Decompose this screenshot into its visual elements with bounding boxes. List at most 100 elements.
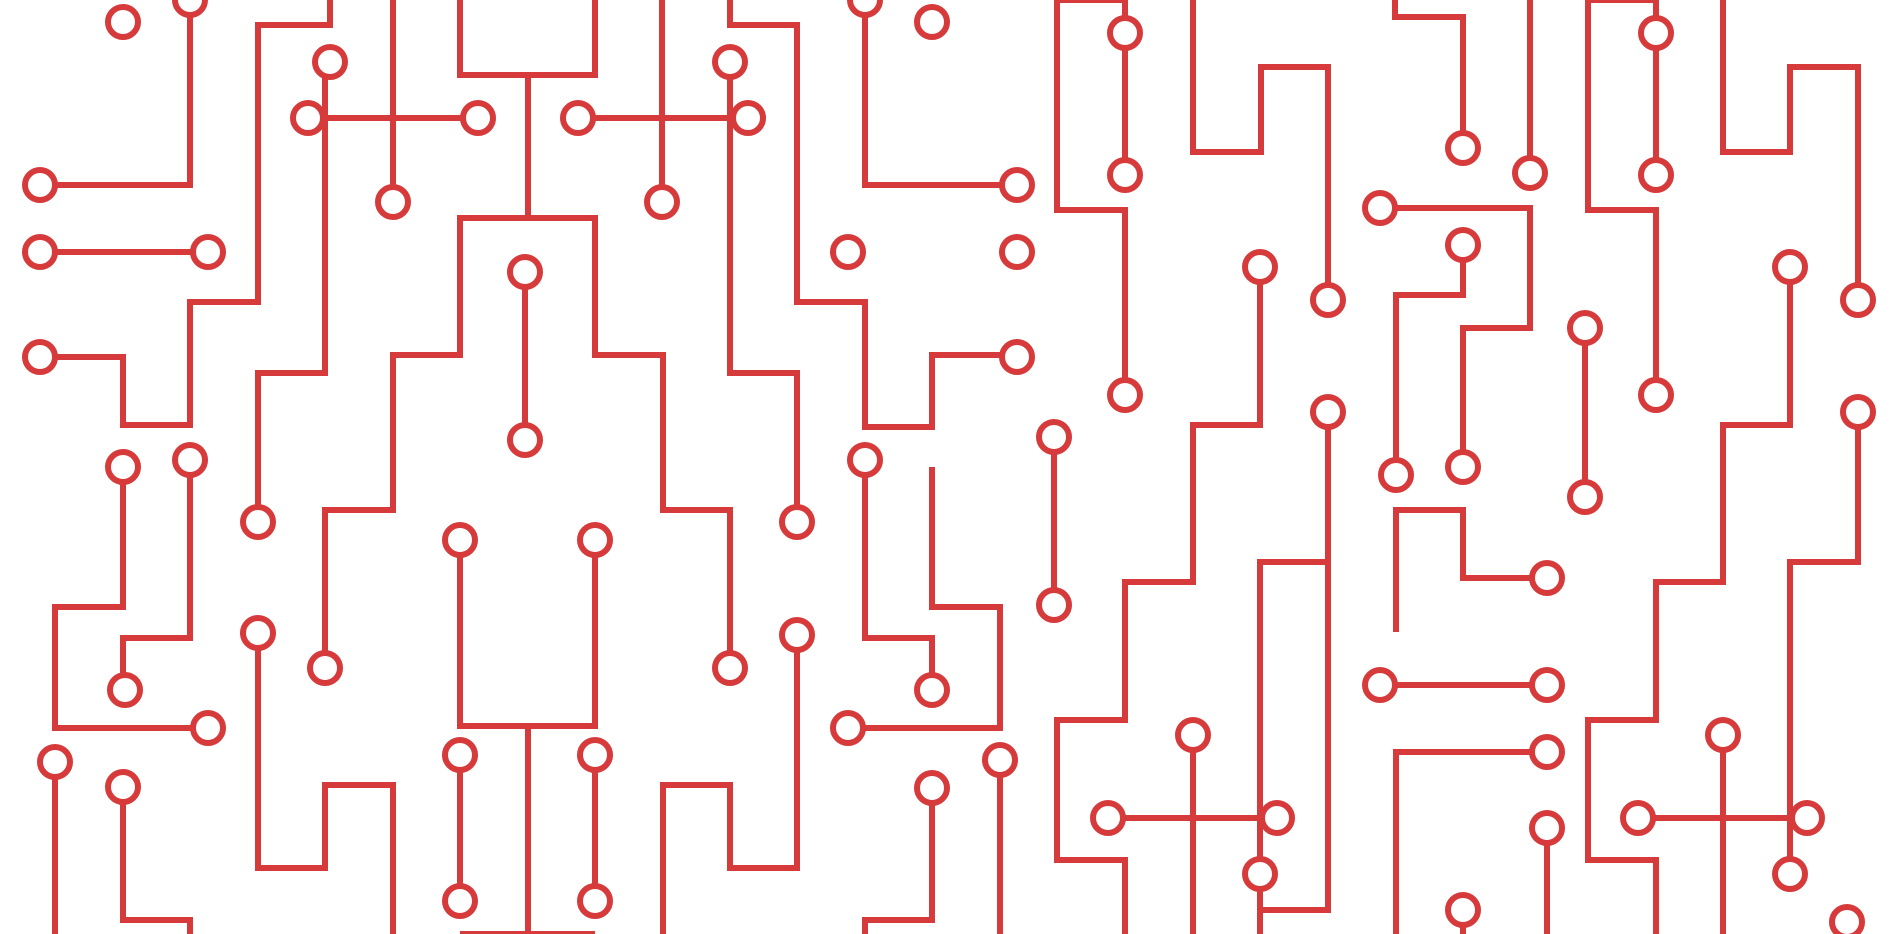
- circuit-pad: [290, 100, 326, 136]
- circuit-trace: [52, 467, 208, 731]
- circuit-pad: [1445, 130, 1481, 166]
- circuit-pad: [577, 737, 613, 773]
- circuit-pad: [847, 0, 883, 18]
- circuit-trace: [862, 460, 935, 690]
- circuit-pad: [22, 234, 58, 270]
- circuit-pad: [172, 442, 208, 478]
- circuit-trace: [1054, 267, 1263, 934]
- circuit-pad: [1567, 310, 1603, 346]
- circuit-pad: [1259, 800, 1295, 836]
- circuit-pad: [1445, 227, 1481, 263]
- circuit-pad: [1107, 15, 1143, 51]
- circuit-trace: [1720, 0, 1861, 300]
- circuit-trace: [862, 0, 1017, 188]
- circuit-trace: [1257, 562, 1331, 934]
- circuit-trace: [1393, 507, 1547, 632]
- circuit-pad: [712, 650, 748, 686]
- circuit-trace: [1393, 245, 1466, 475]
- circuit-pad: [312, 44, 348, 80]
- circuit-trace: [862, 788, 935, 934]
- circuit-pad: [1567, 479, 1603, 515]
- circuit-pad: [1036, 419, 1072, 455]
- circuit-pad: [999, 167, 1035, 203]
- circuit-pad: [307, 650, 343, 686]
- circuit-pad: [190, 710, 226, 746]
- circuit-trace: [1257, 412, 1331, 934]
- circuit-pad: [1310, 282, 1346, 318]
- circuit-pad: [1362, 190, 1398, 226]
- circuit-pad: [240, 615, 276, 651]
- circuit-trace: [40, 354, 190, 428]
- circuit-pad: [1107, 157, 1143, 193]
- circuit-pad: [999, 339, 1035, 375]
- circuit-pad: [442, 883, 478, 919]
- circuit-pad: [1090, 800, 1126, 836]
- circuit-trace: [322, 75, 531, 668]
- circuit-pad: [1529, 667, 1565, 703]
- circuit-pad: [1445, 449, 1481, 485]
- circuit-pad: [1529, 734, 1565, 770]
- circuit-pad: [37, 744, 73, 780]
- circuit-pad: [1242, 249, 1278, 285]
- circuit-pad: [507, 254, 543, 290]
- circuit-pad: [982, 742, 1018, 778]
- circuit-trace: [120, 460, 193, 690]
- circuit-pad: [1529, 560, 1565, 596]
- circuit-trace: [457, 540, 598, 729]
- circuit-pad: [190, 234, 226, 270]
- circuit-pad: [1638, 157, 1674, 193]
- circuit-pad: [1772, 856, 1808, 892]
- circuit-trace: [528, 215, 733, 668]
- circuit-pad: [1310, 394, 1346, 430]
- circuit-pad: [1705, 717, 1741, 753]
- circuit-pad: [1378, 457, 1414, 493]
- circuit-pad: [1840, 282, 1876, 318]
- circuit-pad: [172, 0, 208, 18]
- circuit-pad: [914, 672, 950, 708]
- circuit-pad: [22, 339, 58, 375]
- circuit-pad: [577, 522, 613, 558]
- circuit-trace: [1190, 0, 1331, 300]
- circuit-trace: [255, 633, 396, 934]
- circuit-trace: [457, 0, 598, 78]
- circuit-pad: [712, 44, 748, 80]
- circuit-pad: [375, 184, 411, 220]
- circuit-pad: [1840, 394, 1876, 430]
- circuit-trace: [727, 60, 800, 522]
- circuit-pad: [1445, 892, 1481, 928]
- circuit-pad: [1829, 904, 1865, 934]
- circuit-pad: [1638, 377, 1674, 413]
- circuit-trace: [1585, 267, 1793, 934]
- circuit-trace: [1585, 0, 1659, 395]
- circuit-trace: [1393, 749, 1547, 934]
- circuit-pad: [1638, 15, 1674, 51]
- circuit-pad: [1512, 155, 1548, 191]
- circuit-pad: [830, 710, 866, 746]
- circuit-pad: [1107, 377, 1143, 413]
- circuit-pad: [240, 504, 276, 540]
- circuit-trace: [120, 787, 193, 934]
- circuit-pad: [22, 167, 58, 203]
- circuit-pad: [107, 672, 143, 708]
- circuit-pad: [779, 504, 815, 540]
- circuit-pad: [460, 100, 496, 136]
- circuit-trace: [1380, 205, 1533, 467]
- circuit-pad: [560, 100, 596, 136]
- circuit-pad: [847, 442, 883, 478]
- circuit-pad: [999, 234, 1035, 270]
- circuit-pad: [914, 4, 950, 40]
- circuit-pad: [730, 100, 766, 136]
- circuit-pad: [1772, 249, 1808, 285]
- circuit-pad: [442, 737, 478, 773]
- circuit-pad: [105, 4, 141, 40]
- circuit-pad: [105, 769, 141, 805]
- circuit-pad: [1789, 800, 1825, 836]
- circuit-trace: [1054, 0, 1128, 395]
- circuit-pad: [779, 617, 815, 653]
- circuit-pad: [442, 522, 478, 558]
- circuit-pad: [914, 770, 950, 806]
- circuit-trace: [125, 0, 333, 428]
- circuit-trace: [660, 635, 800, 934]
- circuit-pad: [1175, 717, 1211, 753]
